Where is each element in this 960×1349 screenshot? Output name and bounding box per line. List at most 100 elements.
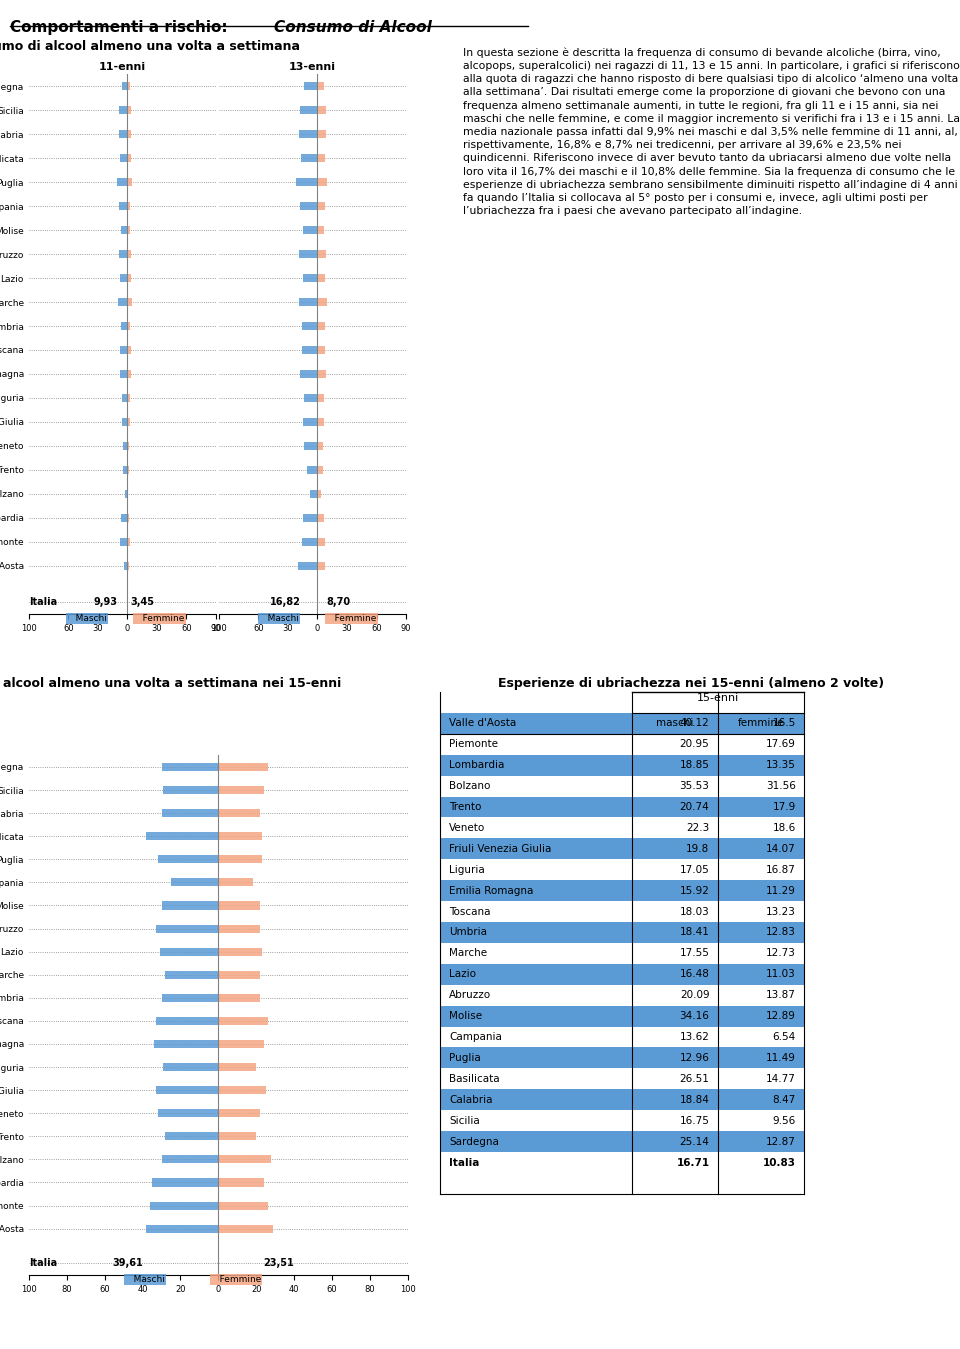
- Bar: [150, 1202, 219, 1210]
- Text: 18.84: 18.84: [680, 1095, 709, 1105]
- Text: 20.09: 20.09: [680, 990, 709, 1000]
- Bar: [161, 809, 219, 817]
- Bar: [298, 561, 318, 571]
- Bar: [119, 202, 128, 210]
- Bar: [219, 1132, 256, 1140]
- Bar: [120, 370, 128, 378]
- Text: 16.48: 16.48: [680, 970, 709, 979]
- Text: 14.77: 14.77: [766, 1074, 796, 1083]
- Text: 23,51: 23,51: [263, 1259, 294, 1268]
- Bar: [128, 345, 131, 355]
- Text: 9,93: 9,93: [93, 596, 117, 607]
- Bar: [300, 250, 318, 258]
- Bar: [219, 786, 264, 795]
- Text: 34.16: 34.16: [680, 1012, 709, 1021]
- Text: Sicilia: Sicilia: [449, 1116, 480, 1125]
- Text: 17.9: 17.9: [773, 803, 796, 812]
- Text: 17.55: 17.55: [680, 948, 709, 958]
- Text: 26.51: 26.51: [680, 1074, 709, 1083]
- Bar: [303, 394, 318, 402]
- Text: 12.89: 12.89: [766, 1012, 796, 1021]
- Bar: [122, 418, 128, 426]
- Bar: [161, 994, 219, 1002]
- Text: Consumo di alcool almeno una volta a settimana nei 15-enni: Consumo di alcool almeno una volta a set…: [0, 677, 342, 691]
- Bar: [128, 225, 131, 235]
- Text: Esperienze di ubriachezza nei 15-enni (almeno 2 volte): Esperienze di ubriachezza nei 15-enni (a…: [498, 677, 884, 691]
- Text: Liguria: Liguria: [449, 865, 485, 874]
- Bar: [171, 878, 219, 886]
- Bar: [318, 322, 324, 331]
- Bar: [296, 178, 318, 186]
- Bar: [128, 514, 130, 522]
- Text: Maschi: Maschi: [67, 614, 108, 623]
- Bar: [128, 298, 132, 306]
- Bar: [318, 107, 325, 115]
- Text: Trento: Trento: [449, 803, 482, 812]
- Text: 13.62: 13.62: [680, 1032, 709, 1041]
- Text: Femmine: Femmine: [326, 614, 376, 623]
- Bar: [128, 394, 130, 402]
- Bar: [219, 1202, 268, 1210]
- Bar: [318, 370, 325, 378]
- Bar: [119, 130, 128, 139]
- Text: 11.03: 11.03: [766, 970, 796, 979]
- Text: 16.75: 16.75: [680, 1116, 709, 1125]
- Text: Abruzzo: Abruzzo: [449, 990, 492, 1000]
- Text: 13.23: 13.23: [766, 907, 796, 916]
- Bar: [300, 107, 318, 115]
- Text: 18.03: 18.03: [680, 907, 709, 916]
- Text: 18.6: 18.6: [773, 823, 796, 832]
- Bar: [318, 465, 323, 473]
- Bar: [121, 322, 128, 331]
- Text: 19.8: 19.8: [686, 844, 709, 854]
- Text: Lombardia: Lombardia: [449, 761, 505, 770]
- Bar: [161, 764, 219, 772]
- Text: 25.14: 25.14: [680, 1137, 709, 1147]
- Bar: [123, 465, 128, 473]
- Bar: [318, 130, 325, 139]
- Bar: [121, 514, 128, 522]
- Bar: [318, 178, 326, 186]
- Text: Emilia Romagna: Emilia Romagna: [449, 886, 534, 896]
- Text: Comportamenti a rischio:: Comportamenti a rischio:: [10, 20, 232, 35]
- Text: 14.07: 14.07: [766, 844, 796, 854]
- Bar: [122, 82, 128, 90]
- Bar: [318, 154, 325, 162]
- Bar: [146, 1225, 219, 1233]
- Bar: [124, 441, 128, 451]
- Bar: [303, 82, 318, 90]
- Bar: [300, 130, 318, 139]
- Text: Campania: Campania: [449, 1032, 502, 1041]
- Bar: [219, 901, 260, 909]
- Text: maschi: maschi: [657, 719, 693, 728]
- Bar: [318, 418, 324, 426]
- Text: Toscana: Toscana: [449, 907, 491, 916]
- Text: 12.87: 12.87: [766, 1137, 796, 1147]
- Bar: [118, 298, 128, 306]
- Bar: [299, 298, 318, 306]
- Bar: [146, 832, 219, 840]
- Text: Maschi: Maschi: [259, 614, 300, 623]
- Text: 40.12: 40.12: [680, 719, 709, 728]
- Bar: [219, 878, 252, 886]
- Bar: [128, 418, 130, 426]
- Bar: [161, 1155, 219, 1163]
- Text: 20.95: 20.95: [680, 739, 709, 749]
- Bar: [152, 1179, 219, 1187]
- Text: Piemonte: Piemonte: [449, 739, 498, 749]
- Bar: [219, 971, 260, 979]
- Bar: [219, 1155, 272, 1163]
- Bar: [128, 154, 131, 162]
- Bar: [128, 250, 131, 258]
- Bar: [165, 971, 219, 979]
- Bar: [318, 82, 324, 90]
- Bar: [157, 855, 219, 863]
- Text: Basilicata: Basilicata: [449, 1074, 500, 1083]
- Text: 17.05: 17.05: [680, 865, 709, 874]
- Bar: [120, 154, 128, 162]
- Bar: [163, 1063, 219, 1071]
- Bar: [219, 1086, 266, 1094]
- Text: 18.41: 18.41: [680, 928, 709, 938]
- Bar: [128, 178, 132, 186]
- Bar: [117, 178, 128, 186]
